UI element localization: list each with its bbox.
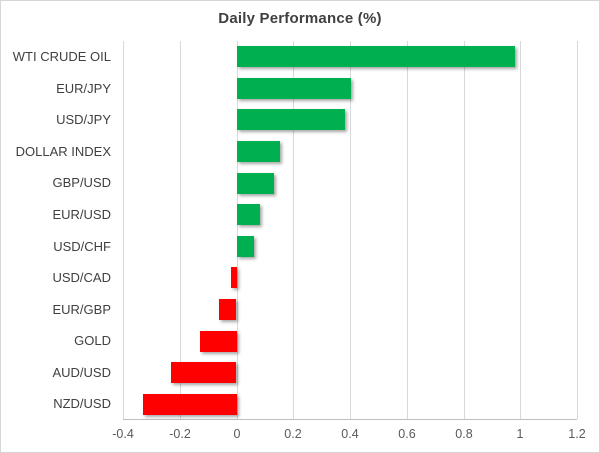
bar-wti-crude-oil — [237, 46, 515, 67]
category-label-eur-gbp: EUR/GBP — [52, 302, 111, 317]
x-tick-label-0.2: 0.2 — [284, 427, 302, 441]
gridline-1 — [520, 41, 521, 419]
gridline--0.4 — [123, 41, 124, 419]
category-label-eur-jpy: EUR/JPY — [56, 81, 111, 96]
gridline-0.6 — [407, 41, 408, 419]
category-label-usd-chf: USD/CHF — [53, 239, 111, 254]
x-tick-label--0.4: -0.4 — [112, 427, 134, 441]
bar-dollar-index — [237, 141, 280, 162]
bar-eur-usd — [237, 204, 260, 225]
category-label-nzd-usd: NZD/USD — [53, 396, 111, 411]
chart-title: Daily Performance (%) — [218, 10, 382, 27]
bar-nzd-usd — [143, 394, 237, 415]
bar-eur-jpy — [237, 78, 351, 99]
x-tick-label-1: 1 — [516, 427, 524, 441]
bar-usd-jpy — [237, 109, 345, 130]
bar-gold — [200, 331, 237, 352]
gridline-1.2 — [577, 41, 578, 419]
gridline-0.8 — [464, 41, 465, 419]
bar-aud-usd — [171, 362, 236, 383]
x-axis-tick-labels: -0.4 -0.2 0 0.2 0.4 0.6 0.8 1 1.2 — [1, 427, 600, 443]
x-tick-label--0.2: -0.2 — [169, 427, 191, 441]
category-label-aud-usd: AUD/USD — [52, 365, 111, 380]
x-tick-label-0.4: 0.4 — [341, 427, 359, 441]
gridline-0 — [237, 41, 238, 419]
category-label-gold: GOLD — [74, 333, 111, 348]
category-label-usd-cad: USD/CAD — [52, 270, 111, 285]
x-tick-label-0.6: 0.6 — [398, 427, 416, 441]
gridline-0.4 — [350, 41, 351, 419]
bar-usd-cad — [231, 267, 237, 288]
category-label-wti-crude-oil: WTI CRUDE OIL — [12, 49, 111, 64]
x-tick-label-1.2: 1.2 — [568, 427, 586, 441]
bar-usd-chf — [237, 236, 254, 257]
category-label-gbp-usd: GBP/USD — [52, 175, 111, 190]
x-tick-label-0.8: 0.8 — [455, 427, 473, 441]
bar-gbp-usd — [237, 173, 274, 194]
gridline--0.2 — [180, 41, 181, 419]
x-tick-label-0: 0 — [233, 427, 241, 441]
plot-area — [123, 41, 578, 420]
bar-eur-gbp — [219, 299, 236, 320]
gridline-0.2 — [293, 41, 294, 419]
category-label-usd-jpy: USD/JPY — [56, 112, 111, 127]
category-label-dollar-index: DOLLAR INDEX — [15, 144, 111, 159]
category-axis-labels: WTI CRUDE OIL EUR/JPY USD/JPY DOLLAR INDEX G… — [1, 41, 117, 420]
category-label-eur-usd: EUR/USD — [52, 207, 111, 222]
